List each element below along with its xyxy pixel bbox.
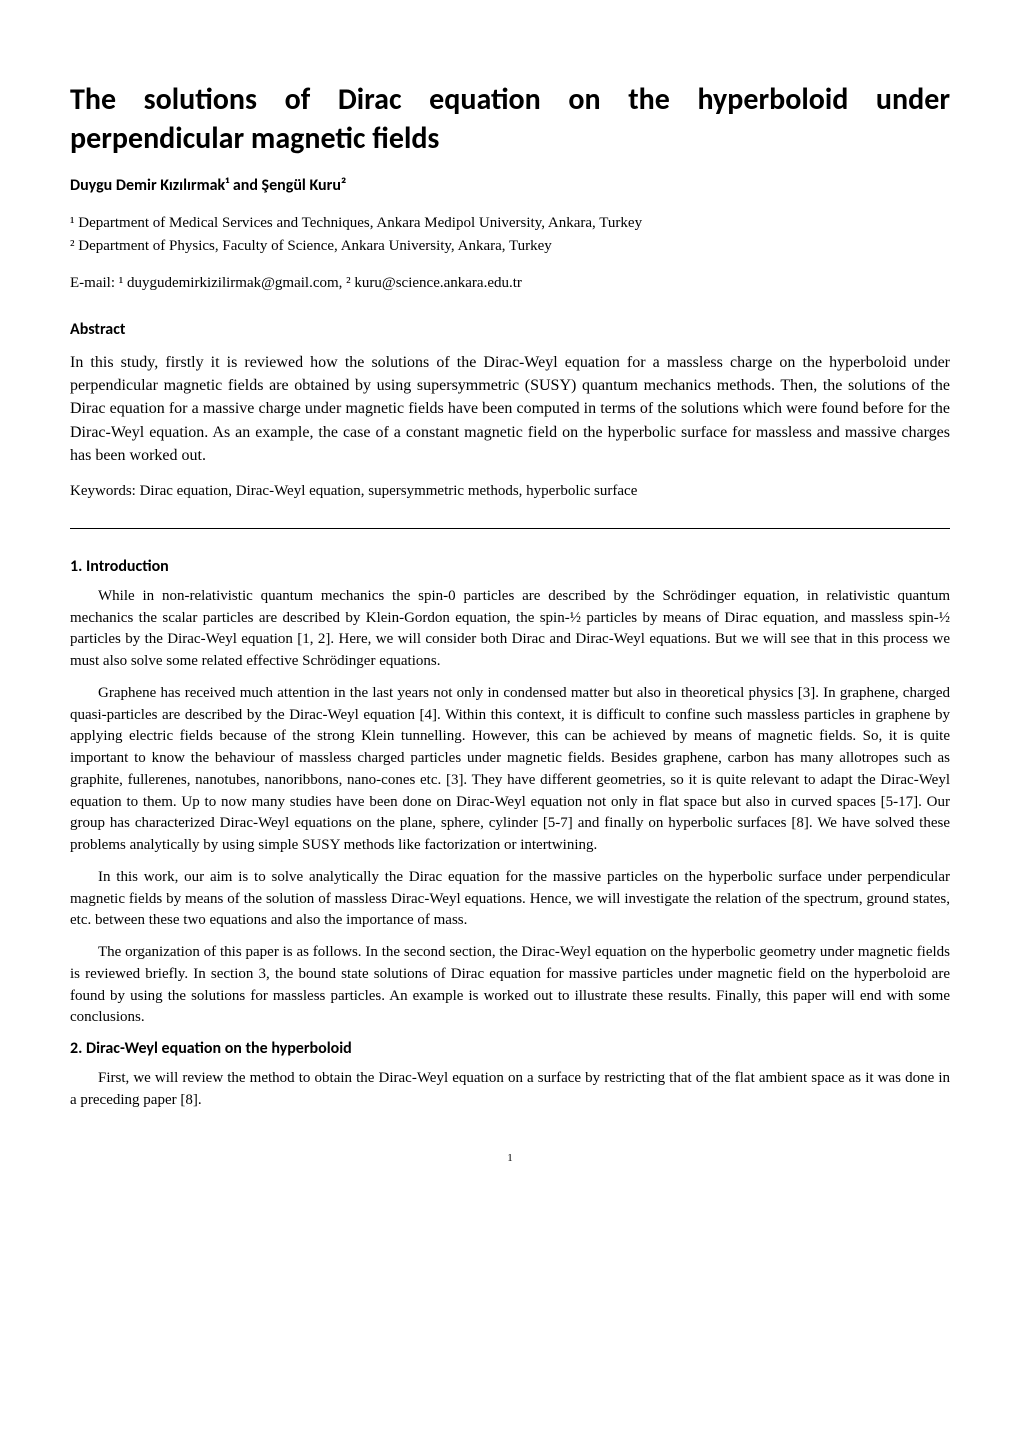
affiliation-1: ¹ Department of Medical Services and Tec… (70, 213, 950, 234)
affiliation-2: ² Department of Physics, Faculty of Scie… (70, 236, 950, 257)
section-divider (70, 528, 950, 529)
keywords: Keywords: Dirac equation, Dirac-Weyl equ… (70, 483, 950, 500)
section-2-paragraph-1: First, we will review the method to obta… (70, 1068, 950, 1112)
section-2-heading: 2. Dirac-Weyl equation on the hyperboloi… (70, 1039, 950, 1058)
authors: Duygu Demir Kızılırmak¹ and Şengül Kuru² (70, 176, 950, 195)
paper-title: The solutions of Dirac equation on the h… (70, 80, 950, 158)
abstract-text: In this study, firstly it is reviewed ho… (70, 351, 950, 467)
abstract-heading: Abstract (70, 320, 950, 339)
affiliations-block: ¹ Department of Medical Services and Tec… (70, 213, 950, 257)
email-line: E-mail: ¹ duygudemirkizilirmak@gmail.com… (70, 275, 950, 292)
page-number: 1 (70, 1152, 950, 1164)
intro-heading: 1. Introduction (70, 557, 950, 576)
intro-paragraph-4: The organization of this paper is as fol… (70, 942, 950, 1029)
intro-paragraph-3: In this work, our aim is to solve analyt… (70, 867, 950, 932)
intro-paragraph-2: Graphene has received much attention in … (70, 683, 950, 857)
intro-paragraph-1: While in non-relativistic quantum mechan… (70, 586, 950, 673)
